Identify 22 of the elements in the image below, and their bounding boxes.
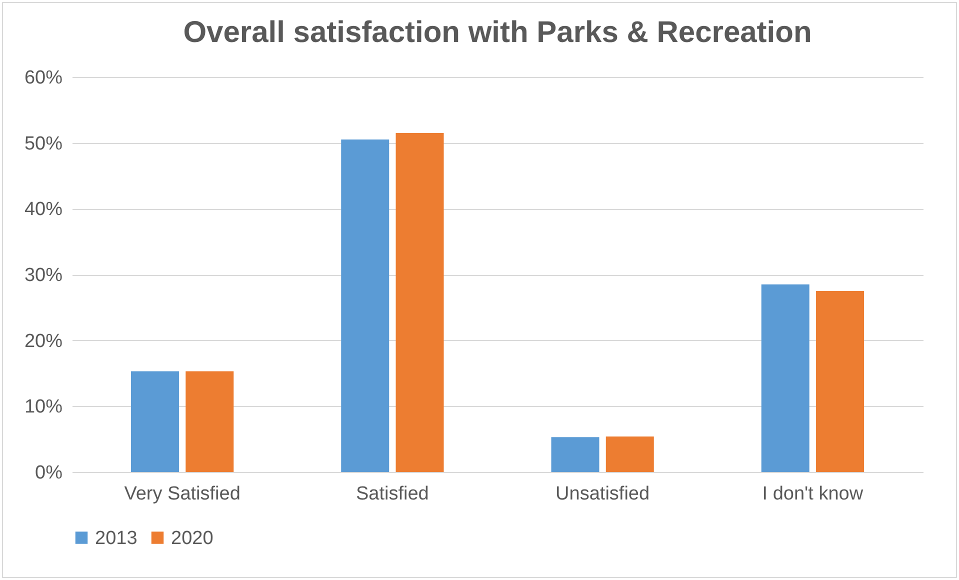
legend-label: 2020 xyxy=(171,528,214,549)
y-tick-label: 40% xyxy=(24,199,63,220)
bar xyxy=(341,140,390,472)
legend-label: 2013 xyxy=(95,528,138,549)
y-tick-label: 10% xyxy=(24,396,63,418)
y-tick-label: 0% xyxy=(35,462,63,484)
x-tick-label: Satisfied xyxy=(356,484,429,504)
bar xyxy=(551,437,600,472)
x-tick-label: I don't know xyxy=(762,484,864,504)
y-tick-label: 20% xyxy=(24,330,63,352)
chart-title: Overall satisfaction with Parks & Recreation xyxy=(183,16,812,49)
bar xyxy=(606,436,654,472)
y-tick-label: 60% xyxy=(24,68,63,88)
x-tick-label: Very Satisfied xyxy=(124,484,240,504)
y-tick-label: 50% xyxy=(24,133,63,154)
x-tick-label: Unsatisfied xyxy=(556,484,650,504)
bar xyxy=(130,371,179,472)
bar xyxy=(761,284,810,472)
bar xyxy=(396,132,444,472)
bar xyxy=(816,290,864,472)
y-tick-label: 30% xyxy=(24,265,63,286)
bar xyxy=(186,371,234,472)
